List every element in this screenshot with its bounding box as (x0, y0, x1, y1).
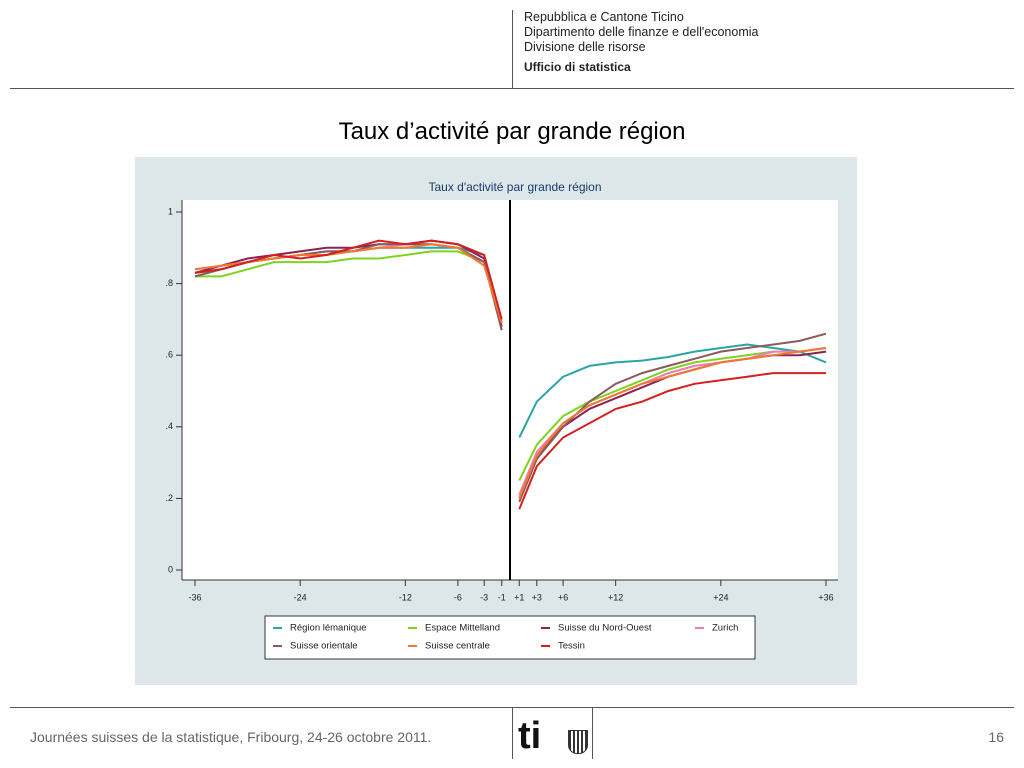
x-tick-label: +36 (818, 592, 833, 602)
x-tick-label: -12 (399, 592, 412, 602)
legend-label: Suisse centrale (425, 641, 490, 652)
header-divider (512, 10, 513, 88)
header: Repubblica e Cantone Ticino Dipartimento… (524, 10, 758, 75)
page-number: 16 (988, 729, 1004, 745)
legend-label: Espace Mittelland (425, 623, 500, 634)
legend-label: Tessin (558, 641, 585, 652)
footer-divider (512, 707, 513, 759)
y-tick-label: 0 (168, 564, 173, 574)
legend-label: Zurich (712, 623, 738, 634)
legend-label: Suisse du Nord-Ouest (558, 623, 652, 634)
slide-title: Taux d’activité par grande région (338, 118, 686, 145)
coat-of-arms (568, 730, 588, 754)
legend-label: Suisse orientale (290, 641, 358, 652)
footer-text: Journées suisses de la statistique, Frib… (30, 729, 432, 745)
x-tick-label: -1 (498, 592, 506, 602)
x-tick-label: -6 (454, 592, 462, 602)
chart: Taux d'activité par grande région 0 .2 .4.… (135, 157, 857, 685)
legend-label: Région lémanique (290, 623, 367, 634)
header-rule (10, 88, 1014, 89)
header-office: Ufficio di statistica (524, 60, 631, 74)
footer-divider (592, 707, 593, 759)
y-tick-label: 1 (168, 206, 173, 216)
x-tick-label: +3 (532, 592, 542, 602)
legend (264, 615, 756, 660)
series-line (194, 239, 826, 510)
x-tick-label: +12 (608, 592, 623, 602)
x-tick-label: -36 (188, 592, 201, 602)
header-line: Repubblica e Cantone Ticino (524, 10, 684, 24)
y-tick-label: .2 (165, 493, 173, 503)
x-tick-label: -24 (294, 592, 307, 602)
y-tick-label: .8 (165, 278, 173, 288)
logo: ti (518, 715, 542, 757)
y-tick-label: .6 (165, 350, 173, 360)
x-tick-label: +24 (713, 592, 728, 602)
x-tick-label: -3 (480, 592, 488, 602)
x-tick-label: +6 (558, 592, 568, 602)
x-tick-label: +1 (514, 592, 524, 602)
header-line: Dipartimento delle finanze e dell'econom… (524, 25, 759, 39)
chart-title: Taux d'activité par grande région (428, 180, 601, 194)
y-tick-label: .4 (165, 421, 173, 431)
header-line: Divisione delle risorse (524, 40, 646, 54)
